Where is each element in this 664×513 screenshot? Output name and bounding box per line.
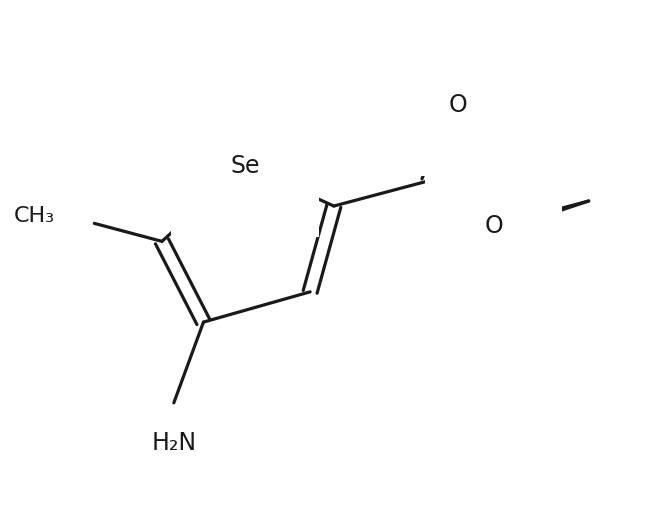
Text: CH₃: CH₃ bbox=[14, 206, 55, 226]
Text: O: O bbox=[485, 214, 503, 238]
Text: O: O bbox=[449, 93, 467, 117]
Text: Se: Se bbox=[230, 154, 260, 177]
Text: H₂N: H₂N bbox=[151, 431, 197, 455]
